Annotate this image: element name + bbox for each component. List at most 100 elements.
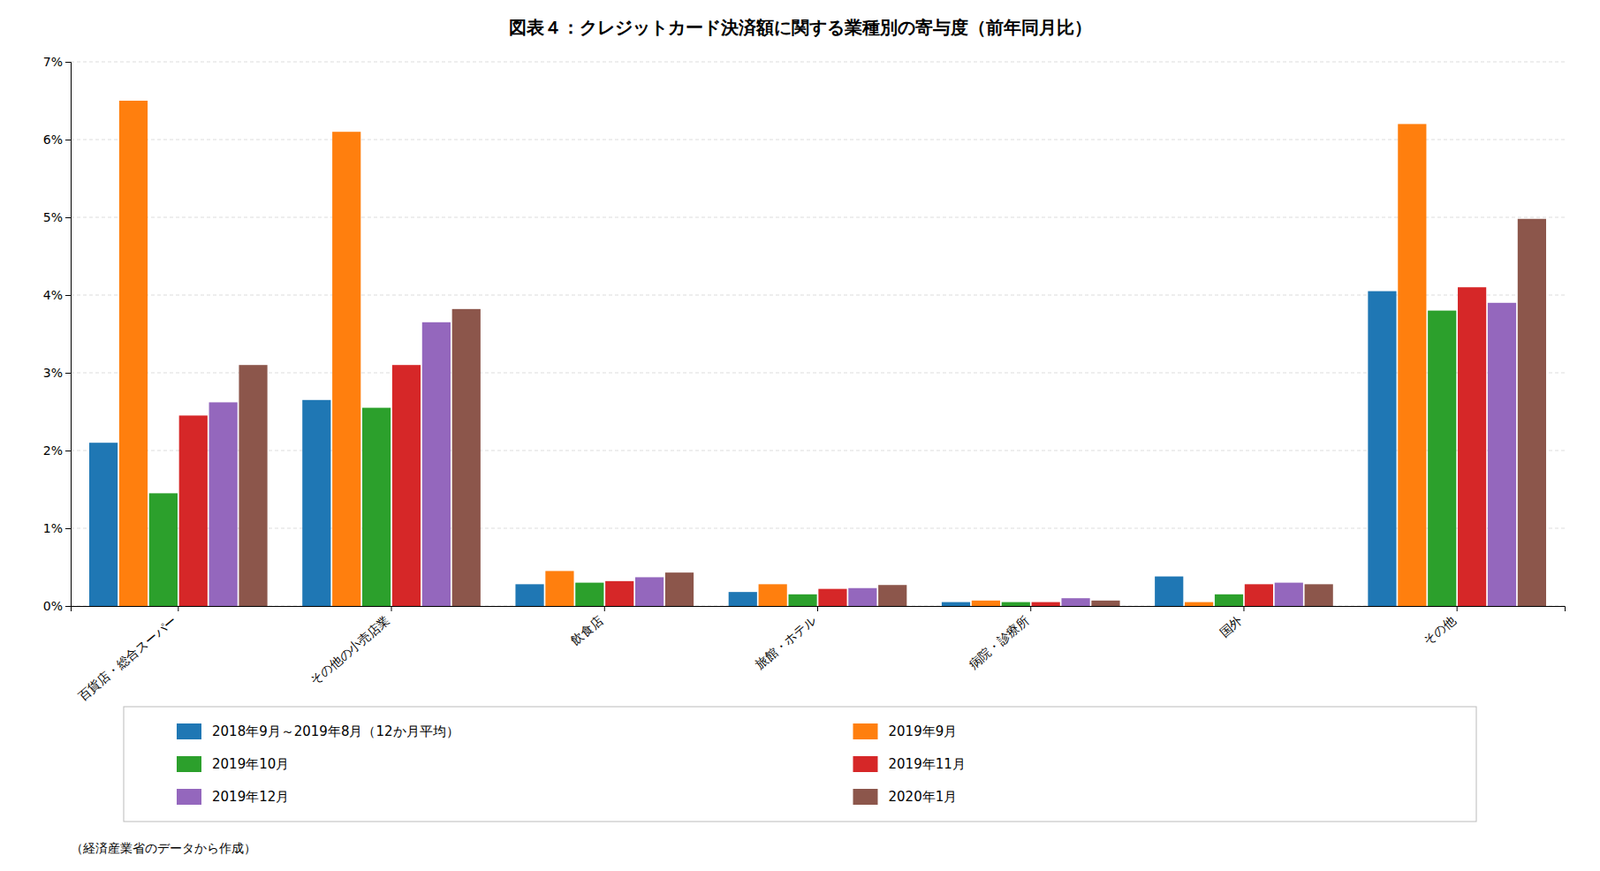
y-tick-label: 6% (43, 132, 63, 147)
grid-line (70, 528, 1565, 530)
bar-series (179, 287, 1487, 607)
y-axis-line (65, 62, 72, 607)
bar (1061, 598, 1090, 607)
bar (1397, 123, 1426, 607)
y-tick-mark (65, 528, 71, 530)
x-tick: その他 (1420, 606, 1458, 648)
bar (941, 602, 971, 607)
x-tick-mark (817, 606, 819, 612)
bar-series (238, 219, 1547, 607)
bar (1274, 583, 1304, 607)
bar (758, 583, 788, 607)
bar (788, 594, 817, 607)
bar (119, 100, 148, 607)
y-tick-label: 5% (43, 210, 63, 225)
bar-series (149, 310, 1457, 607)
x-tick: その他の小売店業 (307, 606, 393, 688)
bar (179, 415, 208, 607)
bar-series (89, 291, 1397, 607)
bars (89, 100, 1547, 607)
y-tick: 2% (43, 443, 71, 458)
legend-label: 2019年10月 (212, 756, 289, 773)
bar (302, 400, 331, 607)
bar (1517, 219, 1547, 607)
grid-line (70, 217, 1565, 219)
x-tick-mark (1243, 606, 1244, 612)
grid-line (70, 372, 1565, 374)
legend: 2018年9月～2019年8月（12か月平均）2019年9月2019年10月20… (123, 706, 1477, 822)
bar (818, 589, 847, 607)
x-tick: 国外 (1216, 606, 1245, 640)
legend-item: 2019年12月 (176, 788, 289, 805)
y-tick-mark (65, 217, 71, 219)
bar (332, 131, 361, 607)
legend-label: 2019年12月 (212, 788, 289, 805)
x-tick-label: 病院・診療所 (965, 613, 1032, 672)
legend-item: 2018年9月～2019年8月（12か月平均） (176, 723, 460, 740)
y-tick-mark (65, 372, 71, 374)
bar (605, 581, 634, 607)
bar (89, 442, 118, 607)
bar (848, 588, 877, 607)
bar (1367, 291, 1396, 607)
bar (238, 364, 267, 607)
legend-swatch (853, 788, 879, 805)
y-tick-label: 1% (43, 521, 63, 536)
bar (392, 364, 421, 607)
y-tick-mark (65, 295, 71, 296)
bar (545, 570, 574, 607)
legend-swatch (176, 723, 202, 740)
chart-svg: 図表４：クレジットカード決済額に関する業種別の寄与度（前年同月比） 0% 1% 2% 3… (0, 0, 1600, 871)
x-tick-mark (177, 606, 179, 612)
bar (1244, 583, 1274, 607)
x-tick-mark (1456, 606, 1458, 612)
bar (362, 408, 391, 607)
bar (1091, 600, 1120, 607)
y-tick-mark (65, 61, 71, 63)
y-tick-label: 0% (43, 599, 63, 614)
x-tick-label: その他の小売店業 (307, 613, 393, 688)
y-tick: 3% (43, 365, 71, 380)
x-tick-label: 旅館・ホテル (752, 613, 819, 672)
x-tick-label: その他 (1420, 613, 1458, 648)
y-tick-label: 7% (43, 54, 63, 69)
bar (1214, 594, 1244, 607)
x-tick: 飲食店 (568, 606, 606, 648)
bar (1154, 576, 1183, 607)
bar (1001, 602, 1031, 607)
bar (1487, 303, 1517, 607)
bar (635, 576, 664, 607)
bar (1184, 602, 1214, 607)
y-tick: 4% (43, 288, 71, 303)
legend-label: 2020年1月 (888, 788, 958, 805)
grid-line (70, 61, 1565, 63)
y-tick: 7% (43, 54, 71, 69)
legend-item: 2020年1月 (853, 788, 958, 805)
bar (878, 584, 907, 607)
y-tick-label: 3% (43, 365, 63, 380)
bar-series (119, 100, 1427, 607)
x-tick-mark (604, 606, 606, 612)
legend-swatch (853, 756, 879, 773)
bar (149, 492, 178, 607)
bar (422, 322, 451, 607)
x-tick: 病院・診療所 (965, 606, 1032, 672)
legend-item: 2019年10月 (176, 756, 289, 773)
x-axis: 百貨店・総合スーパーその他の小売店業飲食店旅館・ホテル病院・診療所国外その他 (71, 606, 1566, 704)
bar (1457, 287, 1487, 607)
legend-swatch (176, 756, 202, 773)
bar (1427, 310, 1456, 607)
legend-item: 2019年11月 (853, 756, 966, 773)
grid-line (70, 139, 1565, 141)
bar-series (209, 303, 1517, 607)
bar (665, 572, 694, 607)
y-tick-label: 2% (43, 443, 63, 458)
legend-box (123, 706, 1477, 822)
bar (1031, 602, 1061, 607)
y-tick: 0% (43, 599, 71, 614)
x-axis-line (71, 606, 1566, 613)
grid-line (70, 450, 1565, 452)
legend-swatch (853, 723, 879, 740)
title: 図表４：クレジットカード決済額に関する業種別の寄与度（前年同月比） (508, 16, 1092, 38)
y-tick-mark (65, 139, 71, 141)
